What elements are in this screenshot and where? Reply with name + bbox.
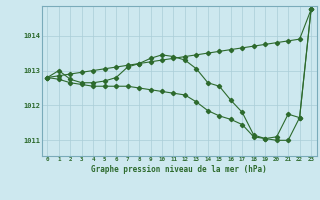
X-axis label: Graphe pression niveau de la mer (hPa): Graphe pression niveau de la mer (hPa) — [91, 165, 267, 174]
